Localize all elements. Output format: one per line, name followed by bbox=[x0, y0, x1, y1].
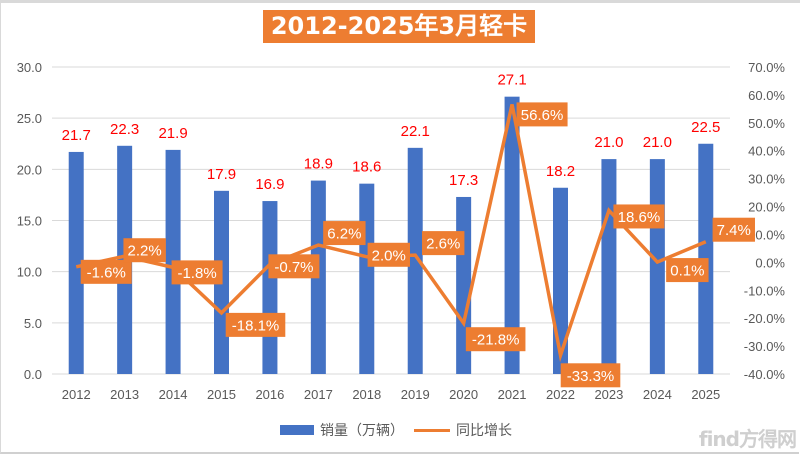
bar-value-label: 17.3 bbox=[449, 172, 478, 189]
chart-title: 2012-2025年3月轻卡销量 bbox=[263, 10, 535, 73]
bar bbox=[68, 151, 84, 374]
growth-label-box bbox=[323, 221, 366, 246]
growth-value-label: 2.0% bbox=[372, 247, 406, 264]
growth-value-label: -21.8% bbox=[472, 332, 520, 349]
watermark-logo: find方得网 bbox=[698, 427, 797, 451]
x-tick-label: 2013 bbox=[110, 387, 139, 402]
growth-label-box bbox=[171, 260, 223, 285]
top-border bbox=[0, 0, 800, 3]
bar bbox=[407, 147, 423, 374]
y-left-tick-label: 20.0 bbox=[17, 162, 42, 177]
bar-value-label: 27.1 bbox=[497, 72, 526, 89]
growth-value-label: -1.8% bbox=[177, 265, 216, 282]
y-right-tick-label: -40.0% bbox=[744, 367, 786, 382]
y-right-tick-label: 60.0% bbox=[748, 88, 785, 103]
growth-value-label: 2.2% bbox=[128, 243, 162, 260]
x-tick-label: 2016 bbox=[255, 387, 284, 402]
x-tick-label: 2014 bbox=[159, 387, 188, 402]
growth-value-label: 7.4% bbox=[717, 222, 751, 239]
bar-value-label: 18.9 bbox=[304, 156, 333, 173]
x-tick-label: 2025 bbox=[691, 387, 720, 402]
bar-value-label: 18.2 bbox=[546, 163, 575, 180]
y-left-tick-label: 30.0 bbox=[17, 60, 42, 75]
bar-value-label: 21.0 bbox=[594, 134, 623, 151]
x-tick-label: 2020 bbox=[449, 387, 478, 402]
growth-label-box bbox=[80, 259, 132, 284]
bar-value-label: 18.6 bbox=[352, 159, 381, 176]
y-right-tick-label: -10.0% bbox=[744, 283, 786, 298]
x-tick-label: 2017 bbox=[304, 387, 333, 402]
y-right-tick-label: 40.0% bbox=[748, 144, 785, 159]
growth-value-label: 56.6% bbox=[521, 107, 564, 124]
growth-value-label: -1.6% bbox=[87, 264, 126, 281]
y-right-tick-label: 20.0% bbox=[748, 200, 785, 215]
growth-label-box bbox=[613, 204, 665, 229]
growth-label-box bbox=[225, 312, 286, 337]
legend-line-swatch bbox=[414, 428, 450, 432]
growth-label-box bbox=[422, 231, 465, 256]
y-right-tick-label: -30.0% bbox=[744, 339, 786, 354]
growth-label-box bbox=[123, 238, 166, 263]
y-right-tick-label: 30.0% bbox=[748, 172, 785, 187]
growth-value-label: 18.6% bbox=[618, 209, 661, 226]
bar-value-label: 22.3 bbox=[110, 121, 139, 138]
x-tick-label: 2024 bbox=[643, 387, 672, 402]
bar bbox=[359, 183, 375, 374]
y-left-tick-label: 10.0 bbox=[17, 265, 42, 280]
y-left-tick-label: 15.0 bbox=[17, 214, 42, 229]
y-right-tick-label: 70.0% bbox=[748, 60, 785, 75]
bar-value-label: 17.9 bbox=[207, 166, 236, 183]
x-tick-label: 2023 bbox=[594, 387, 623, 402]
growth-label-box bbox=[367, 242, 410, 267]
x-tick-label: 2022 bbox=[546, 387, 575, 402]
y-right-tick-label: 50.0% bbox=[748, 116, 785, 131]
x-tick-label: 2018 bbox=[352, 387, 381, 402]
bar bbox=[504, 96, 520, 374]
growth-value-label: -0.7% bbox=[274, 259, 313, 276]
growth-label-box bbox=[516, 102, 568, 127]
growth-label-box bbox=[560, 363, 621, 388]
y-right-tick-label: 0.0% bbox=[755, 255, 785, 270]
growth-value-label: 2.6% bbox=[426, 236, 460, 253]
growth-value-label: -18.1% bbox=[232, 317, 280, 334]
x-tick-label: 2021 bbox=[498, 387, 527, 402]
x-tick-label: 2019 bbox=[401, 387, 430, 402]
growth-value-label: -33.3% bbox=[567, 368, 615, 385]
bar bbox=[601, 159, 617, 374]
legend-bar-swatch bbox=[280, 425, 314, 435]
y-right-tick-label: -20.0% bbox=[744, 311, 786, 326]
bar-value-label: 16.9 bbox=[255, 176, 284, 193]
legend-label-growth: 同比增长 bbox=[456, 423, 512, 439]
y-left-tick-label: 5.0 bbox=[24, 316, 42, 331]
y-left-tick-label: 0.0 bbox=[24, 367, 42, 382]
x-tick-label: 2015 bbox=[207, 387, 236, 402]
legend-label-sales: 销量（万辆） bbox=[320, 423, 404, 439]
growth-label-box bbox=[268, 254, 320, 279]
bar bbox=[262, 201, 278, 374]
growth-label-box bbox=[465, 327, 526, 352]
y-right-tick-label: 10.0% bbox=[748, 227, 785, 242]
growth-label-box bbox=[666, 258, 709, 283]
y-left-tick-label: 25.0 bbox=[17, 111, 42, 126]
bar-value-label: 21.7 bbox=[62, 127, 91, 144]
bar-value-label: 22.5 bbox=[691, 119, 720, 136]
growth-label-box bbox=[712, 217, 755, 242]
bar bbox=[553, 187, 568, 374]
growth-value-label: 0.1% bbox=[670, 263, 704, 280]
bar-value-label: 22.1 bbox=[401, 123, 430, 140]
legend: 销量（万辆） 同比增长 bbox=[280, 420, 512, 440]
bar-value-label: 21.0 bbox=[643, 134, 672, 151]
growth-value-label: 6.2% bbox=[327, 226, 361, 243]
bar-value-label: 21.9 bbox=[158, 125, 187, 142]
x-tick-label: 2012 bbox=[62, 387, 91, 402]
bar bbox=[649, 159, 665, 374]
